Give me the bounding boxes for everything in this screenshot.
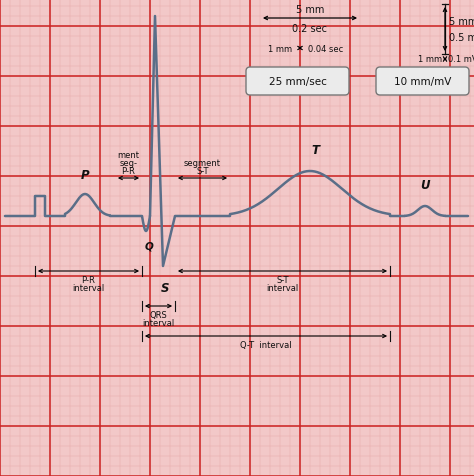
Text: Q: Q: [145, 241, 154, 251]
Text: Q-T  interval: Q-T interval: [240, 340, 292, 349]
Text: 25 mm/sec: 25 mm/sec: [269, 77, 327, 87]
Text: U: U: [420, 178, 430, 192]
Text: 5 mm: 5 mm: [296, 5, 324, 15]
Text: P: P: [81, 169, 89, 182]
Text: S-T: S-T: [196, 167, 209, 176]
Text: S-T: S-T: [276, 276, 289, 284]
Text: P-R: P-R: [121, 167, 136, 176]
Text: 0.2 sec: 0.2 sec: [292, 24, 328, 34]
Text: interval: interval: [142, 318, 174, 327]
Text: interval: interval: [266, 283, 299, 292]
Text: interval: interval: [73, 283, 105, 292]
Text: 1 mm: 1 mm: [268, 44, 292, 53]
Text: 10 mm/mV: 10 mm/mV: [394, 77, 451, 87]
Text: P-R: P-R: [82, 276, 95, 284]
FancyBboxPatch shape: [376, 68, 469, 96]
Text: ment: ment: [118, 151, 139, 159]
Text: segment: segment: [184, 159, 221, 168]
Text: 0.1 mV: 0.1 mV: [448, 55, 474, 64]
Text: 1 mm: 1 mm: [418, 55, 442, 64]
Text: T: T: [311, 144, 319, 157]
Text: 5 mm: 5 mm: [449, 17, 474, 27]
FancyBboxPatch shape: [246, 68, 349, 96]
Text: QRS: QRS: [150, 310, 167, 319]
Text: 0.04 sec: 0.04 sec: [308, 44, 343, 53]
Text: S: S: [161, 281, 169, 294]
Text: 0.5 mV: 0.5 mV: [449, 33, 474, 43]
Text: seg-: seg-: [119, 159, 137, 168]
Text: R: R: [151, 0, 159, 2]
